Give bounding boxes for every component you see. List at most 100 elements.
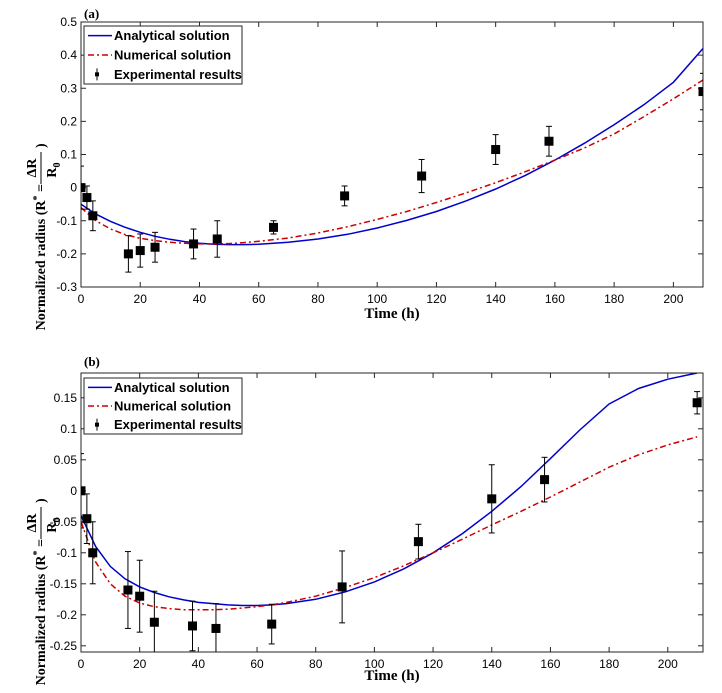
x-tick-label: 20 bbox=[133, 657, 147, 671]
legend-marker bbox=[95, 422, 99, 427]
plot-area: 0 20 40 60 80 100 120 140 160 180 200 -0.3 -0.2 -0.1 0… bbox=[56, 15, 704, 322]
x-tick-label: 200 bbox=[658, 657, 678, 671]
legend: Analytical solution Numerical solution Exp… bbox=[83, 377, 243, 435]
experimental-point bbox=[540, 456, 550, 503]
panel-label: (b) bbox=[84, 354, 100, 369]
y-tick-label: 0.05 bbox=[54, 453, 78, 467]
legend: Analytical solution Numerical solution Exp… bbox=[83, 25, 243, 85]
data-marker bbox=[417, 171, 427, 181]
experimental-point bbox=[135, 233, 145, 268]
data-marker bbox=[211, 623, 221, 633]
experimental-point bbox=[81, 453, 86, 529]
data-marker bbox=[189, 239, 199, 249]
y-tick-label: 0.2 bbox=[60, 114, 77, 128]
y-tick-label: 0.5 bbox=[60, 15, 77, 29]
experimental-point bbox=[135, 559, 145, 633]
data-marker bbox=[413, 537, 423, 547]
svg-text:R0: R0 bbox=[45, 517, 63, 532]
experimental-point bbox=[123, 235, 133, 273]
chart-panel-b: (b) 0 20 40 60 80 100 120 140 160 180 200 -0.25 -0.2… bbox=[25, 354, 704, 685]
data-marker bbox=[487, 494, 497, 504]
x-tick-label: 160 bbox=[540, 657, 560, 671]
x-tick-label: 160 bbox=[545, 292, 565, 306]
experimental-point bbox=[88, 521, 98, 585]
x-tick-label: 140 bbox=[486, 292, 506, 306]
data-marker bbox=[187, 621, 197, 631]
y-tick-label: -0.2 bbox=[56, 608, 77, 622]
experimental-point bbox=[88, 200, 98, 232]
data-marker bbox=[82, 193, 92, 203]
legend-label: Experimental results bbox=[114, 67, 242, 82]
y-tick-label: -0.3 bbox=[56, 280, 77, 294]
y-tick-label: -0.15 bbox=[50, 577, 78, 591]
data-marker bbox=[540, 475, 550, 485]
numerical-series-line bbox=[81, 436, 698, 611]
analytical-series-line bbox=[81, 373, 698, 607]
numerical-series-line bbox=[81, 79, 703, 245]
y-tick-label: -0.05 bbox=[50, 515, 78, 529]
x-tick-label: 60 bbox=[250, 657, 264, 671]
experimental-point bbox=[692, 391, 702, 415]
experimental-point bbox=[544, 125, 554, 157]
y-axis-label: Normalized radius (R* = ΔR R0 ) bbox=[25, 498, 63, 685]
x-axis-label: Time (h) bbox=[364, 668, 419, 684]
data-marker bbox=[81, 486, 86, 496]
y-tick-label: -0.1 bbox=[56, 546, 77, 560]
x-tick-label: 120 bbox=[426, 292, 446, 306]
y-axis-label-denominator-sub: 0 bbox=[52, 162, 63, 167]
data-marker bbox=[123, 585, 133, 595]
y-axis-label: Normalized radius (R* = ΔR R0 ) bbox=[25, 143, 63, 330]
x-tick-label: 120 bbox=[423, 657, 443, 671]
y-tick-label: 0 bbox=[70, 181, 77, 195]
experimental-point bbox=[698, 72, 703, 111]
legend-label: Numerical solution bbox=[114, 399, 231, 414]
data-marker bbox=[82, 514, 92, 524]
legend-label: Experimental results bbox=[114, 417, 242, 432]
experimental-point bbox=[340, 185, 350, 207]
experimental-point bbox=[211, 603, 221, 652]
legend-label: Analytical solution bbox=[114, 28, 230, 43]
data-marker bbox=[150, 242, 160, 252]
experimental-point bbox=[487, 464, 497, 534]
y-axis-label-star: * bbox=[32, 195, 43, 200]
experimental-point bbox=[491, 134, 501, 165]
chart-panel-a: (a) 0 20 40 60 80 100 120 140 160 180 200 -0.3 -0.2 -… bbox=[25, 6, 704, 330]
y-tick-label: -0.25 bbox=[50, 639, 78, 653]
legend-marker bbox=[95, 72, 99, 77]
data-marker bbox=[149, 617, 159, 627]
y-axis-label-main: Normalized radius (R bbox=[34, 200, 49, 331]
y-axis-label-denominator-sub: 0 bbox=[52, 517, 63, 522]
y-axis-label-denominator: R bbox=[45, 522, 60, 533]
experimental-point bbox=[337, 550, 347, 624]
analytical-series-line bbox=[81, 48, 703, 246]
data-marker bbox=[491, 145, 501, 155]
experimental-point bbox=[149, 590, 159, 652]
x-tick-label: 80 bbox=[311, 292, 325, 306]
legend-entry: Analytical solution bbox=[88, 380, 230, 395]
experimental-point bbox=[267, 603, 277, 645]
data-marker bbox=[135, 246, 145, 256]
x-tick-label: 0 bbox=[78, 292, 85, 306]
x-tick-label: 40 bbox=[192, 657, 206, 671]
svg-text:R0: R0 bbox=[45, 162, 63, 177]
y-tick-label: -0.2 bbox=[56, 247, 77, 261]
y-tick-label: 0.4 bbox=[60, 48, 77, 62]
y-axis-label-close: ) bbox=[34, 498, 49, 503]
series-group bbox=[81, 373, 702, 652]
y-tick-label: 0.1 bbox=[60, 422, 77, 436]
y-tick-label: 0.3 bbox=[60, 81, 77, 95]
y-axis-label-denominator: R bbox=[45, 167, 60, 178]
y-axis-label-close: ) bbox=[34, 143, 49, 148]
y-axis-label-numerator: ΔR bbox=[25, 513, 40, 533]
data-marker bbox=[698, 87, 703, 97]
x-tick-label: 80 bbox=[309, 657, 323, 671]
experimental-point bbox=[123, 551, 133, 629]
x-tick-label: 180 bbox=[604, 292, 624, 306]
y-tick-label: 0.1 bbox=[60, 148, 77, 162]
legend-entry: Numerical solution bbox=[88, 48, 231, 63]
legend-label: Numerical solution bbox=[114, 48, 231, 63]
y-tick-label: -0.1 bbox=[56, 214, 77, 228]
data-marker bbox=[81, 183, 86, 193]
y-axis-label-eq: = bbox=[34, 539, 49, 551]
experimental-point bbox=[417, 158, 427, 194]
